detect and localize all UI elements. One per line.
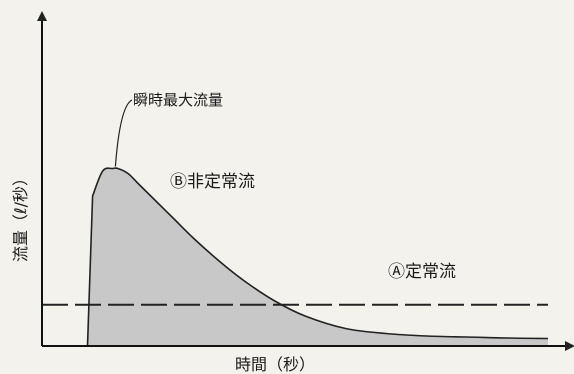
y-axis-label: 流量（ℓ/秒） [11, 170, 30, 262]
peak-annotation-leader [114, 99, 133, 167]
unsteady-flow-curve [86, 167, 549, 347]
series-label-unsteady-flow: Ⓑ非定常流 [170, 172, 255, 192]
x-axis-label: 時間（秒） [235, 355, 315, 374]
unsteady-flow-area [87, 168, 548, 346]
series-label-steady-flow: Ⓐ定常流 [388, 262, 456, 282]
peak-annotation: 瞬時最大流量 [133, 91, 223, 109]
